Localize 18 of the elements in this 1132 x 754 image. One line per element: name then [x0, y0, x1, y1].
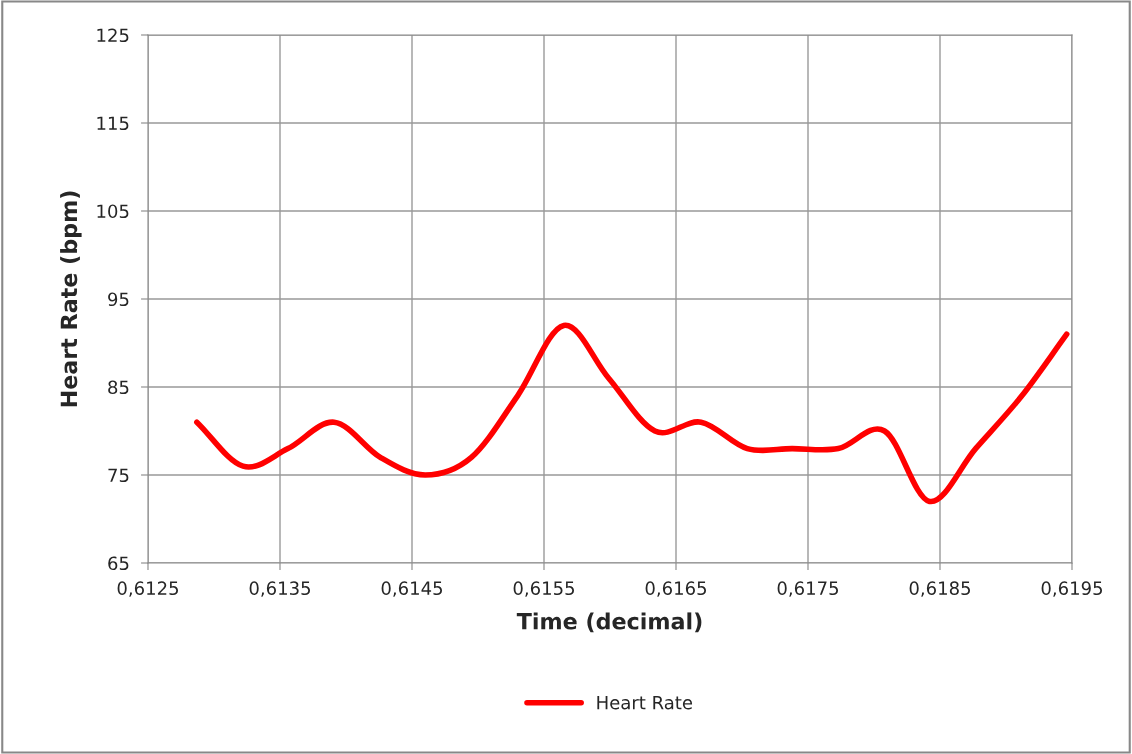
x-tick-label: 0,6145	[381, 581, 443, 597]
y-tick-label: 115	[97, 116, 129, 131]
x-tick-label: 0,6185	[909, 581, 971, 597]
x-tick-label: 0,6135	[249, 581, 311, 597]
x-tick-label: 0,6195	[1041, 581, 1103, 597]
y-axis-title: Heart Rate (bpm)	[60, 191, 82, 407]
x-tick-label: 0,6155	[513, 581, 575, 597]
x-tick-label: 0,6175	[777, 581, 839, 597]
x-tick-label: 0,6125	[117, 581, 179, 597]
y-tick-label: 75	[108, 468, 129, 483]
y-tick-label: 85	[108, 380, 129, 395]
y-tick-label: 65	[108, 556, 129, 571]
x-tick-label: 0,6165	[645, 581, 707, 597]
y-tick-label: 95	[108, 292, 129, 307]
y-tick-label: 125	[97, 28, 129, 43]
x-axis-title: Time (decimal)	[516, 612, 702, 633]
legend-label: Heart Rate	[597, 695, 693, 710]
y-tick-label: 105	[97, 204, 129, 219]
